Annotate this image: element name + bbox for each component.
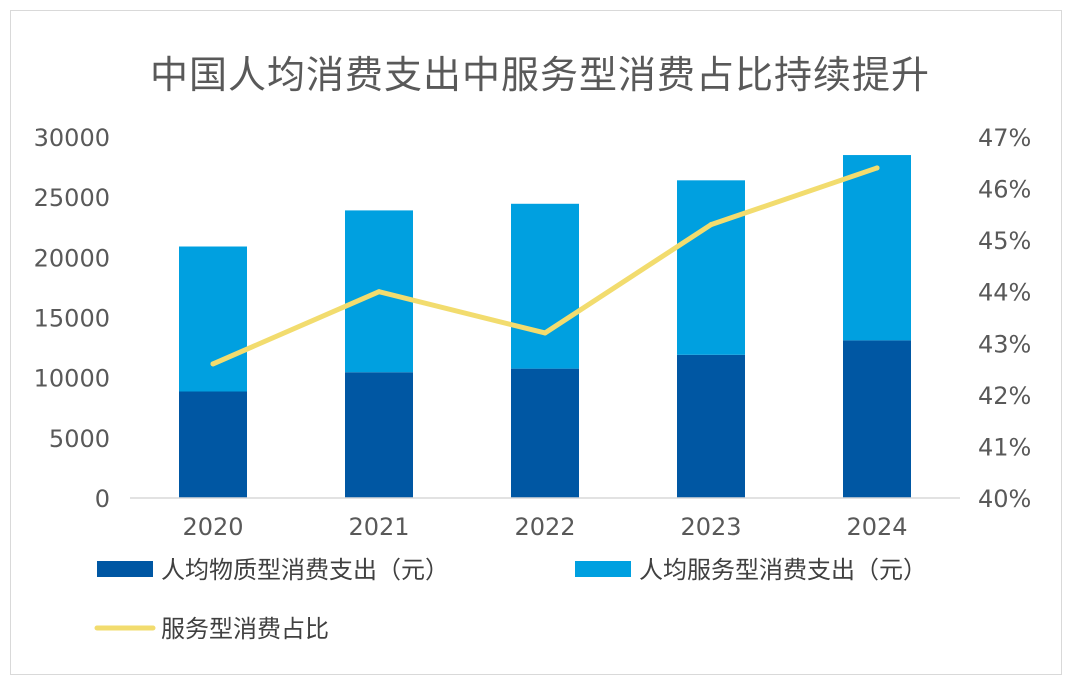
y-left-tick: 15000 — [34, 305, 110, 333]
legend-group: 人均物质型消费支出（元） 人均服务型消费支出（元） 服务型消费占比 — [94, 556, 927, 643]
y-right-tick: 44% — [978, 279, 1031, 307]
legend-label-material: 人均物质型消费支出（元） — [161, 556, 449, 584]
x-tick: 2021 — [348, 513, 409, 541]
bar-material-2022 — [511, 368, 579, 498]
bar-service-2020 — [179, 246, 247, 392]
bar-material-2020 — [179, 391, 247, 498]
y-right-tick: 43% — [978, 330, 1031, 358]
y-left-tick: 30000 — [34, 124, 110, 152]
y-left-tick: 25000 — [34, 184, 110, 212]
line-point-2023 — [708, 222, 714, 228]
legend-swatch-material — [97, 561, 153, 577]
bars-group — [179, 155, 911, 498]
line-point-2020 — [210, 361, 216, 367]
y-left-tick: 10000 — [34, 365, 110, 393]
y-right-tick: 47% — [978, 124, 1031, 152]
chart-title: 中国人均消费支出中服务型消费占比持续提升 — [149, 53, 930, 97]
line-point-2022 — [542, 330, 548, 336]
legend-swatch-service — [575, 561, 631, 577]
y-right-tick: 42% — [978, 382, 1031, 410]
bar-service-2022 — [511, 203, 579, 369]
y-right-tick: 46% — [978, 176, 1031, 204]
bar-material-2023 — [677, 354, 745, 498]
bar-material-2024 — [843, 340, 911, 498]
legend-label-share: 服务型消费占比 — [161, 615, 329, 643]
y-left-tick: 20000 — [34, 244, 110, 272]
bar-service-2023 — [677, 180, 745, 355]
bar-material-2021 — [345, 372, 413, 498]
y-right-tick: 40% — [978, 485, 1031, 513]
x-tick: 2024 — [846, 513, 907, 541]
axes-group: 30000 25000 20000 15000 10000 5000 0 47% 46% 45% 4… — [34, 124, 1032, 541]
y-left-tick: 5000 — [49, 425, 110, 453]
x-tick: 2023 — [680, 513, 741, 541]
x-tick: 2022 — [514, 513, 575, 541]
y-right-tick: 45% — [978, 227, 1031, 255]
x-tick: 2020 — [182, 513, 243, 541]
legend-label-service: 人均服务型消费支出（元） — [639, 556, 927, 584]
line-group — [210, 165, 880, 367]
y-right-tick: 41% — [978, 433, 1031, 461]
line-point-2021 — [376, 289, 382, 295]
line-point-2024 — [874, 165, 880, 171]
bar-service-2024 — [843, 155, 911, 341]
y-left-tick: 0 — [95, 485, 110, 513]
